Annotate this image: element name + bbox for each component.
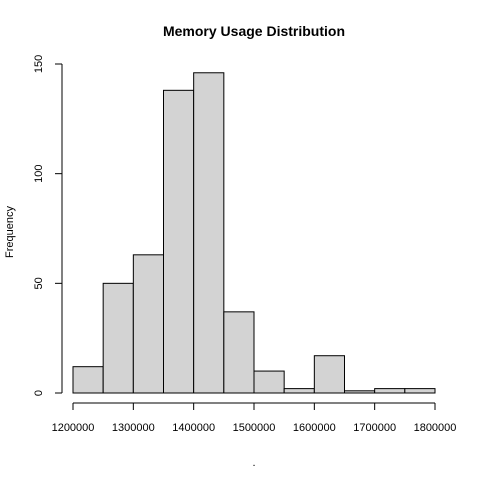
- histogram-bar-2: [132, 254, 164, 394]
- histogram-bar-5: [223, 311, 255, 394]
- y-tick-label: 50: [33, 277, 45, 289]
- histogram-bar-1: [102, 282, 134, 394]
- x-tick-label: 1700000: [353, 422, 396, 434]
- histogram-bar-11: [404, 388, 436, 394]
- chart-title: Memory Usage Distribution: [163, 23, 345, 39]
- histogram-bar-9: [344, 390, 376, 394]
- x-axis: 1200000 1300000 1400000 1500000 1600000 17000…: [52, 402, 457, 434]
- x-tick-label: 1200000: [52, 422, 95, 434]
- histogram-bar-0: [72, 366, 104, 394]
- x-tick-label: 1400000: [172, 422, 215, 434]
- y-tick-label: 0: [33, 390, 45, 396]
- histogram-bar-3: [163, 89, 195, 394]
- y-tick-label: 150: [33, 55, 45, 73]
- x-tick-label: 1800000: [414, 422, 457, 434]
- histogram-bars: [72, 72, 436, 394]
- x-axis-label: .: [252, 457, 255, 469]
- y-axis: 0 50 100 150: [33, 55, 63, 396]
- histogram-bar-6: [253, 370, 285, 394]
- x-tick-label: 1600000: [293, 422, 336, 434]
- histogram-bar-7: [283, 388, 315, 394]
- histogram-bar-10: [374, 388, 406, 394]
- y-tick-label: 100: [33, 164, 45, 182]
- histogram-bar-8: [313, 355, 346, 394]
- x-tick-label: 1500000: [233, 422, 276, 434]
- y-axis-label: Frequency: [4, 206, 16, 258]
- x-tick-label: 1300000: [112, 422, 155, 434]
- histogram-bar-4: [193, 72, 225, 394]
